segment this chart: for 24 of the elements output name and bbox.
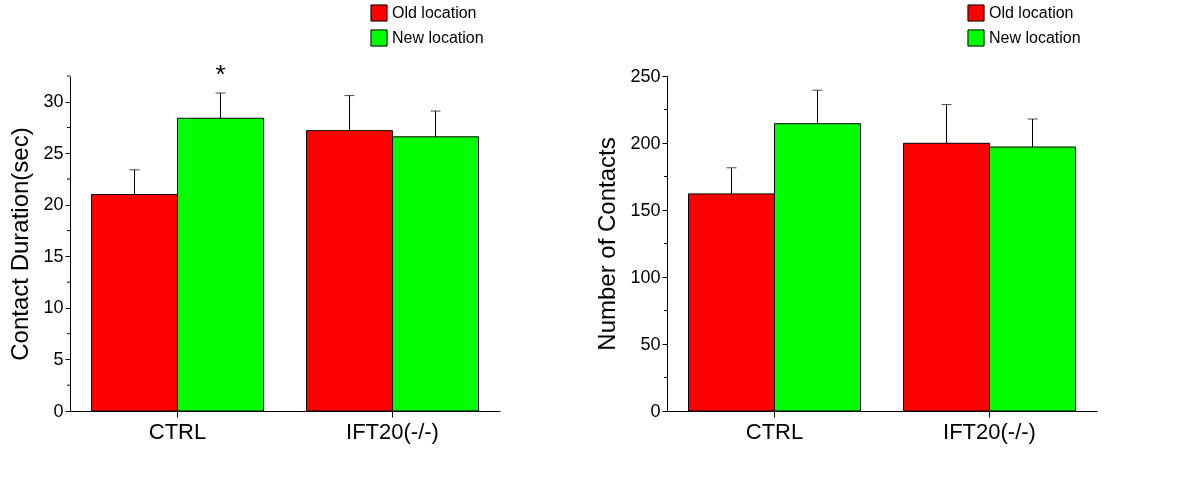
y-axis-title: Contact Duration(sec) [6, 127, 34, 361]
y-tick-label: 30 [43, 91, 64, 112]
y-tick-label: 15 [43, 245, 64, 266]
x-tick-label: IFT20(-/-) [346, 418, 439, 444]
x-tick-label: CTRL [148, 418, 207, 444]
y-tick-label: 5 [53, 348, 64, 369]
annotation: * [215, 59, 226, 89]
y-tick-label: 50 [640, 333, 661, 354]
y-tick-label: 0 [650, 400, 661, 421]
legend-label: Old location [989, 4, 1074, 21]
y-tick-label: 0 [53, 400, 64, 421]
y-tick-label: 10 [43, 297, 64, 318]
x-tick-label: CTRL [745, 418, 804, 444]
legend-label: New location [392, 29, 484, 46]
y-axis-title: Number of Contacts [593, 137, 621, 351]
y-tick-label: 200 [630, 132, 661, 153]
legend-label: Old location [392, 4, 477, 21]
y-tick-label: 250 [630, 65, 661, 86]
x-tick-label: IFT20(-/-) [943, 418, 1036, 444]
y-tick-label: 25 [43, 142, 64, 163]
y-tick-label: 100 [630, 266, 661, 287]
y-tick-label: 150 [630, 199, 661, 220]
y-tick-label: 20 [43, 194, 64, 215]
legend-label: New location [989, 29, 1081, 46]
